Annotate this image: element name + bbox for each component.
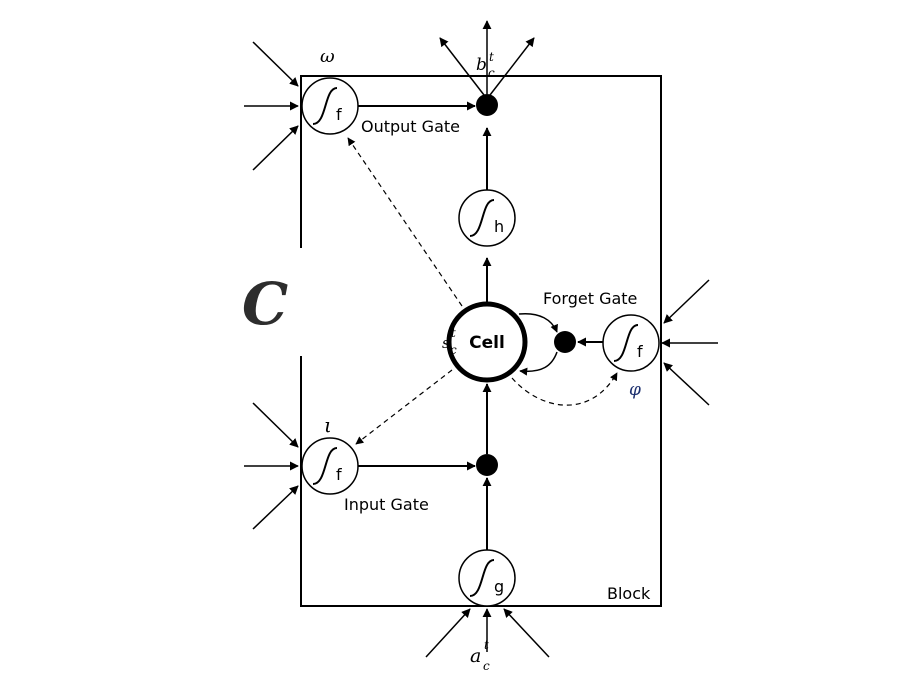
forget-gate-fn: f <box>637 342 643 361</box>
omega-label: ω <box>320 46 335 67</box>
cell-input-arrows <box>425 608 550 658</box>
forget-multiplication-node <box>554 331 576 353</box>
output-b-sup: t <box>489 50 494 64</box>
cell-circle <box>446 301 528 383</box>
recurrent-loop-out <box>518 312 558 333</box>
cell-input-function: g <box>458 549 516 607</box>
cell-state-sup: t <box>451 326 456 340</box>
iota-label: ι <box>324 413 332 437</box>
recurrent-loop-in <box>519 351 558 376</box>
cell: Cell <box>446 301 528 383</box>
block-label: Block <box>607 584 651 603</box>
cell-output-function: h <box>458 189 516 247</box>
forget-gate: Forget Gate f <box>543 279 718 406</box>
cell-state-label: s t c <box>442 326 457 357</box>
output-gate: f <box>244 41 476 171</box>
peephole-output <box>347 137 463 307</box>
phi-label: φ <box>629 380 641 400</box>
block-edge-gap <box>292 248 310 356</box>
sigmoid-icon <box>469 559 495 597</box>
input-a-sub: c <box>483 659 490 673</box>
input-gate-label: Input Gate <box>344 495 429 514</box>
input-gate-fn: f <box>336 465 342 484</box>
forget-gate-label: Forget Gate <box>543 289 637 308</box>
peephole-forget <box>511 372 618 406</box>
cell-state-s: s <box>442 334 450 352</box>
input-multiplication-node <box>476 454 498 476</box>
output-arrows <box>439 20 535 96</box>
input-gate-circle <box>301 437 359 495</box>
output-b-sub: c <box>488 66 495 80</box>
forget-gate-circle <box>602 314 660 372</box>
input-gate: f Input Gate <box>244 402 476 530</box>
output-variable-label: b t c <box>476 50 495 80</box>
output-multiplication-node <box>476 94 498 116</box>
sigmoid-icon <box>312 447 338 485</box>
output-gate-label: Output Gate <box>361 117 460 136</box>
output-b: b <box>476 55 487 75</box>
cell-label: Cell <box>469 333 505 353</box>
sigmoid-icon <box>469 199 495 237</box>
big-c-label: C <box>242 270 288 338</box>
cell-output-fn: h <box>494 217 504 236</box>
output-gate-circle <box>301 77 359 135</box>
cell-input-fn: g <box>494 577 504 596</box>
output-gate-fn: f <box>336 105 342 124</box>
peephole-input <box>355 369 453 445</box>
input-a: a <box>470 645 481 667</box>
input-a-sup: t <box>484 638 489 652</box>
sigmoid-icon <box>613 324 639 362</box>
cell-state-sub: c <box>450 343 457 357</box>
sigmoid-icon <box>312 87 338 125</box>
input-variable-label: a t c <box>470 638 490 673</box>
